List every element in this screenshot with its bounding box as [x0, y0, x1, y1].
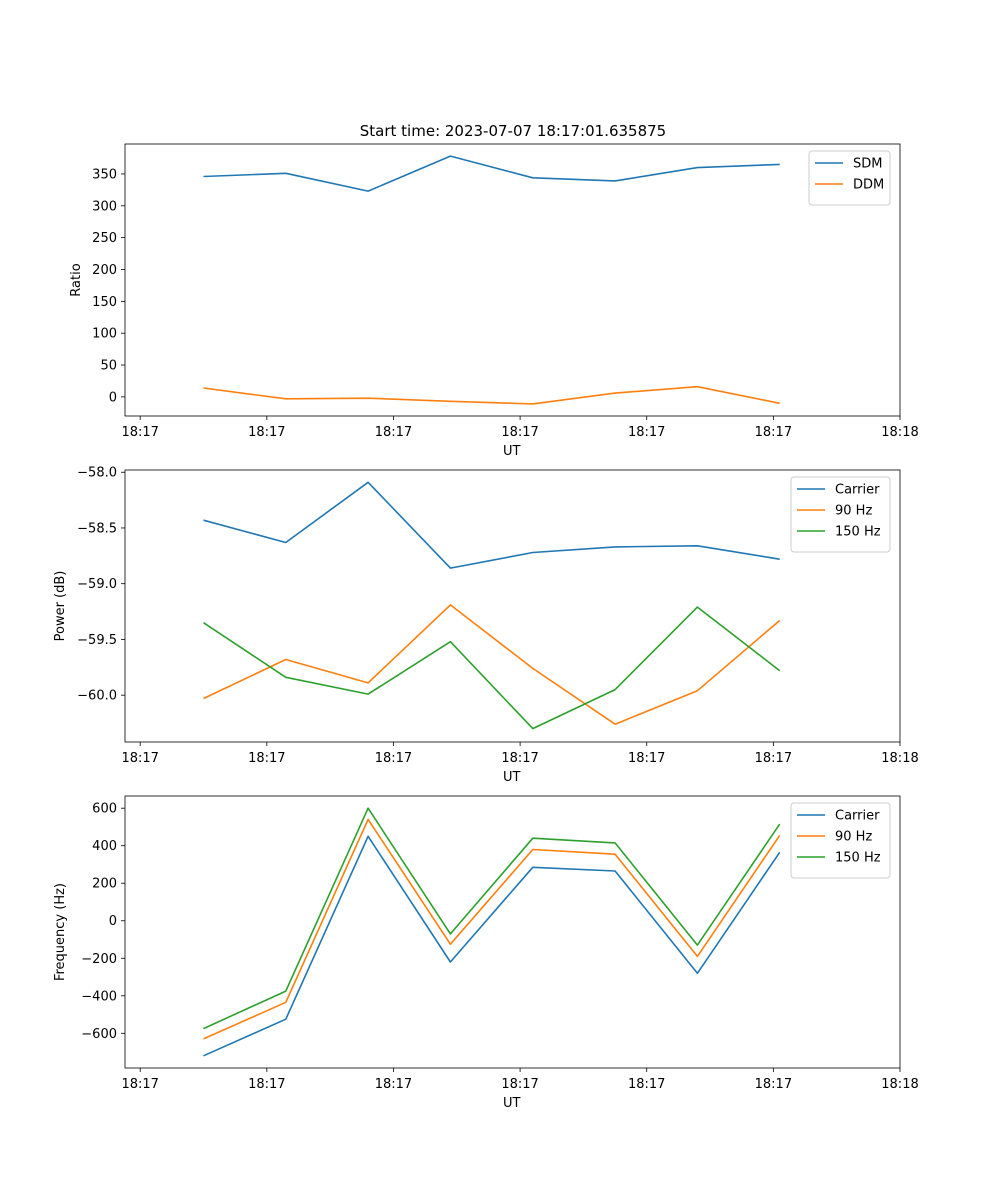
y-tick-label: 600: [92, 802, 117, 817]
y-axis-label: Ratio: [69, 263, 84, 296]
x-tick-label: 18:17: [755, 1077, 792, 1092]
legend-box: [790, 476, 891, 553]
y-tick-label: 250: [92, 231, 117, 246]
x-tick-label: 18:17: [375, 425, 412, 440]
legend-label: 150 Hz: [835, 851, 881, 866]
legend-label: SDM: [853, 157, 882, 172]
x-tick-label: 18:17: [248, 751, 285, 766]
figure-title: Start time: 2023-07-07 18:17:01.635875: [360, 122, 666, 140]
y-tick-label: −59.5: [77, 633, 117, 648]
x-axis-label: UT: [503, 1096, 521, 1111]
y-axis-label: Power (dB): [53, 571, 68, 642]
legend-label: 90 Hz: [835, 830, 872, 845]
x-tick-label: 18:17: [501, 1077, 538, 1092]
legend-label: 150 Hz: [835, 525, 881, 540]
x-tick-label: 18:17: [248, 1077, 285, 1092]
series-line-90-hz: [203, 818, 781, 1040]
y-tick-label: 50: [100, 359, 117, 374]
x-tick-label: 18:17: [121, 1077, 158, 1092]
x-tick-label: 18:17: [628, 751, 665, 766]
x-tick-label: 18:17: [248, 425, 285, 440]
x-tick-label: 18:18: [881, 1077, 918, 1092]
y-tick-label: 400: [92, 839, 117, 854]
subplot-power: 18:17 18:17 18:17 18:17 18:17 18:17 18:18 −60.0…: [53, 466, 919, 785]
x-tick-label: 18:17: [121, 425, 158, 440]
series-line-carrier: [203, 835, 781, 1057]
y-tick-label: −58.0: [77, 466, 117, 481]
axes-frame: [124, 795, 901, 1069]
x-tick-label: 18:17: [375, 1077, 412, 1092]
series-line-ddm: [203, 385, 780, 405]
axes-frame: [124, 143, 901, 417]
y-tick-label: −400: [81, 989, 117, 1004]
y-tick-label: −58.5: [77, 521, 117, 536]
y-tick-label: 100: [92, 327, 117, 342]
y-tick-label: 150: [92, 295, 117, 310]
axes-frame: [124, 469, 901, 743]
y-tick-label: 300: [92, 199, 117, 214]
legend-box: [790, 802, 891, 879]
legend-label: Carrier: [835, 809, 880, 824]
x-axis-label: UT: [503, 444, 521, 459]
series-line-carrier: [203, 481, 780, 569]
x-tick-label: 18:17: [755, 425, 792, 440]
y-tick-label: −59.0: [77, 577, 117, 592]
x-tick-label: 18:18: [881, 751, 918, 766]
series-line-150-hz: [203, 606, 781, 730]
x-axis-label: UT: [503, 770, 521, 785]
x-tick-label: 18:17: [121, 751, 158, 766]
subplot-ratio: 18:17 18:17 18:17 18:17 18:17 18:17 18:18 0 50 10…: [69, 143, 919, 459]
y-tick-label: −200: [81, 952, 117, 967]
x-tick-label: 18:17: [755, 751, 792, 766]
legend-box: [808, 150, 891, 206]
legend-label: Carrier: [835, 483, 880, 498]
y-tick-label: 200: [92, 877, 117, 892]
y-tick-label: 200: [92, 263, 117, 278]
x-tick-label: 18:17: [375, 751, 412, 766]
y-tick-label: 0: [109, 914, 117, 929]
series-line-90-hz: [203, 604, 781, 726]
y-tick-label: 0: [109, 390, 117, 405]
series-line-150-hz: [203, 807, 781, 1030]
y-tick-label: −600: [81, 1027, 117, 1042]
x-tick-label: 18:17: [628, 1077, 665, 1092]
x-tick-label: 18:17: [628, 425, 665, 440]
y-tick-label: 350: [92, 167, 117, 182]
x-tick-label: 18:17: [501, 751, 538, 766]
y-axis-label: Frequency (Hz): [53, 883, 68, 981]
x-tick-label: 18:18: [881, 425, 918, 440]
series-line-sdm: [203, 155, 780, 192]
x-tick-label: 18:17: [501, 425, 538, 440]
y-tick-label: −60.0: [77, 689, 117, 704]
subplot-frequency: 18:17 18:17 18:17 18:17 18:17 18:17 18:18 −600 −…: [53, 795, 919, 1111]
legend-label: DDM: [853, 178, 884, 193]
legend-label: 90 Hz: [835, 504, 872, 519]
